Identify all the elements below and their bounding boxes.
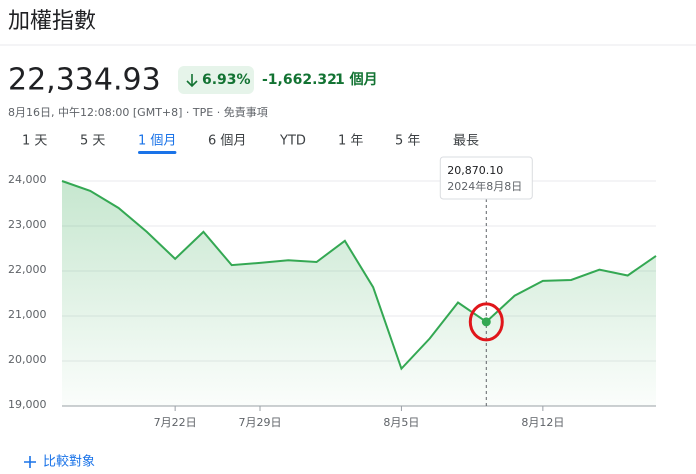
area-fill xyxy=(62,181,656,406)
change-percent: 6.93% xyxy=(202,72,251,88)
change-badge xyxy=(178,66,254,94)
timestamp: 8月16日, 中午12:08:00 [GMT+8] · TPE · 免責事項 xyxy=(8,105,268,119)
x-tick-label: 8月12日 xyxy=(521,416,564,429)
chart: 19,000 20,000 21,000 22,000 23,000 24,000 7月22… xyxy=(8,156,657,429)
tab-underline xyxy=(138,151,177,154)
range-tab[interactable]: 5 年 xyxy=(395,134,420,149)
range-tab[interactable]: 6 個月 xyxy=(208,134,246,149)
range-tab[interactable]: 1 天 xyxy=(22,134,47,149)
range-tab[interactable]: 最長 xyxy=(453,134,479,149)
down-arrow xyxy=(186,74,198,88)
tooltip-value: 20,870.10 xyxy=(447,164,503,177)
range-tab[interactable]: 5 天 xyxy=(80,134,105,149)
price-line xyxy=(61,180,657,371)
y-tick-label: 22,000 xyxy=(8,263,47,276)
page-title: 加權指數 xyxy=(8,9,96,34)
y-tick-label: 23,000 xyxy=(8,218,47,231)
compare-link[interactable]: 比較對象 xyxy=(43,455,95,470)
hover-point xyxy=(481,317,491,327)
range-tab[interactable]: 1 年 xyxy=(338,134,363,149)
x-tick-label: 7月22日 xyxy=(154,416,197,429)
change-period: 1 個月 xyxy=(335,71,378,88)
price: 22,334.93 xyxy=(8,63,161,98)
x-tick-label: 8月5日 xyxy=(383,416,419,429)
range-tab[interactable]: YTD xyxy=(279,134,306,149)
highlight-circle xyxy=(468,302,504,342)
y-tick-label: 19,000 xyxy=(8,398,47,411)
range-tabs: 1 天 5 天 1 個月 6 個月 YTD 1 年 5 年 最長 xyxy=(22,134,479,154)
x-tick-label: 7月29日 xyxy=(239,416,282,429)
y-tick-label: 21,000 xyxy=(8,308,47,321)
y-tick-label: 24,000 xyxy=(8,173,47,186)
change-value: -1,662.32 xyxy=(262,72,337,88)
plus-icon xyxy=(24,456,36,468)
range-tab[interactable]: 1 個月 xyxy=(138,134,176,149)
tooltip-box xyxy=(439,156,533,200)
tooltip-date: 2024年8月8日 xyxy=(447,179,522,193)
y-tick-label: 20,000 xyxy=(8,353,47,366)
